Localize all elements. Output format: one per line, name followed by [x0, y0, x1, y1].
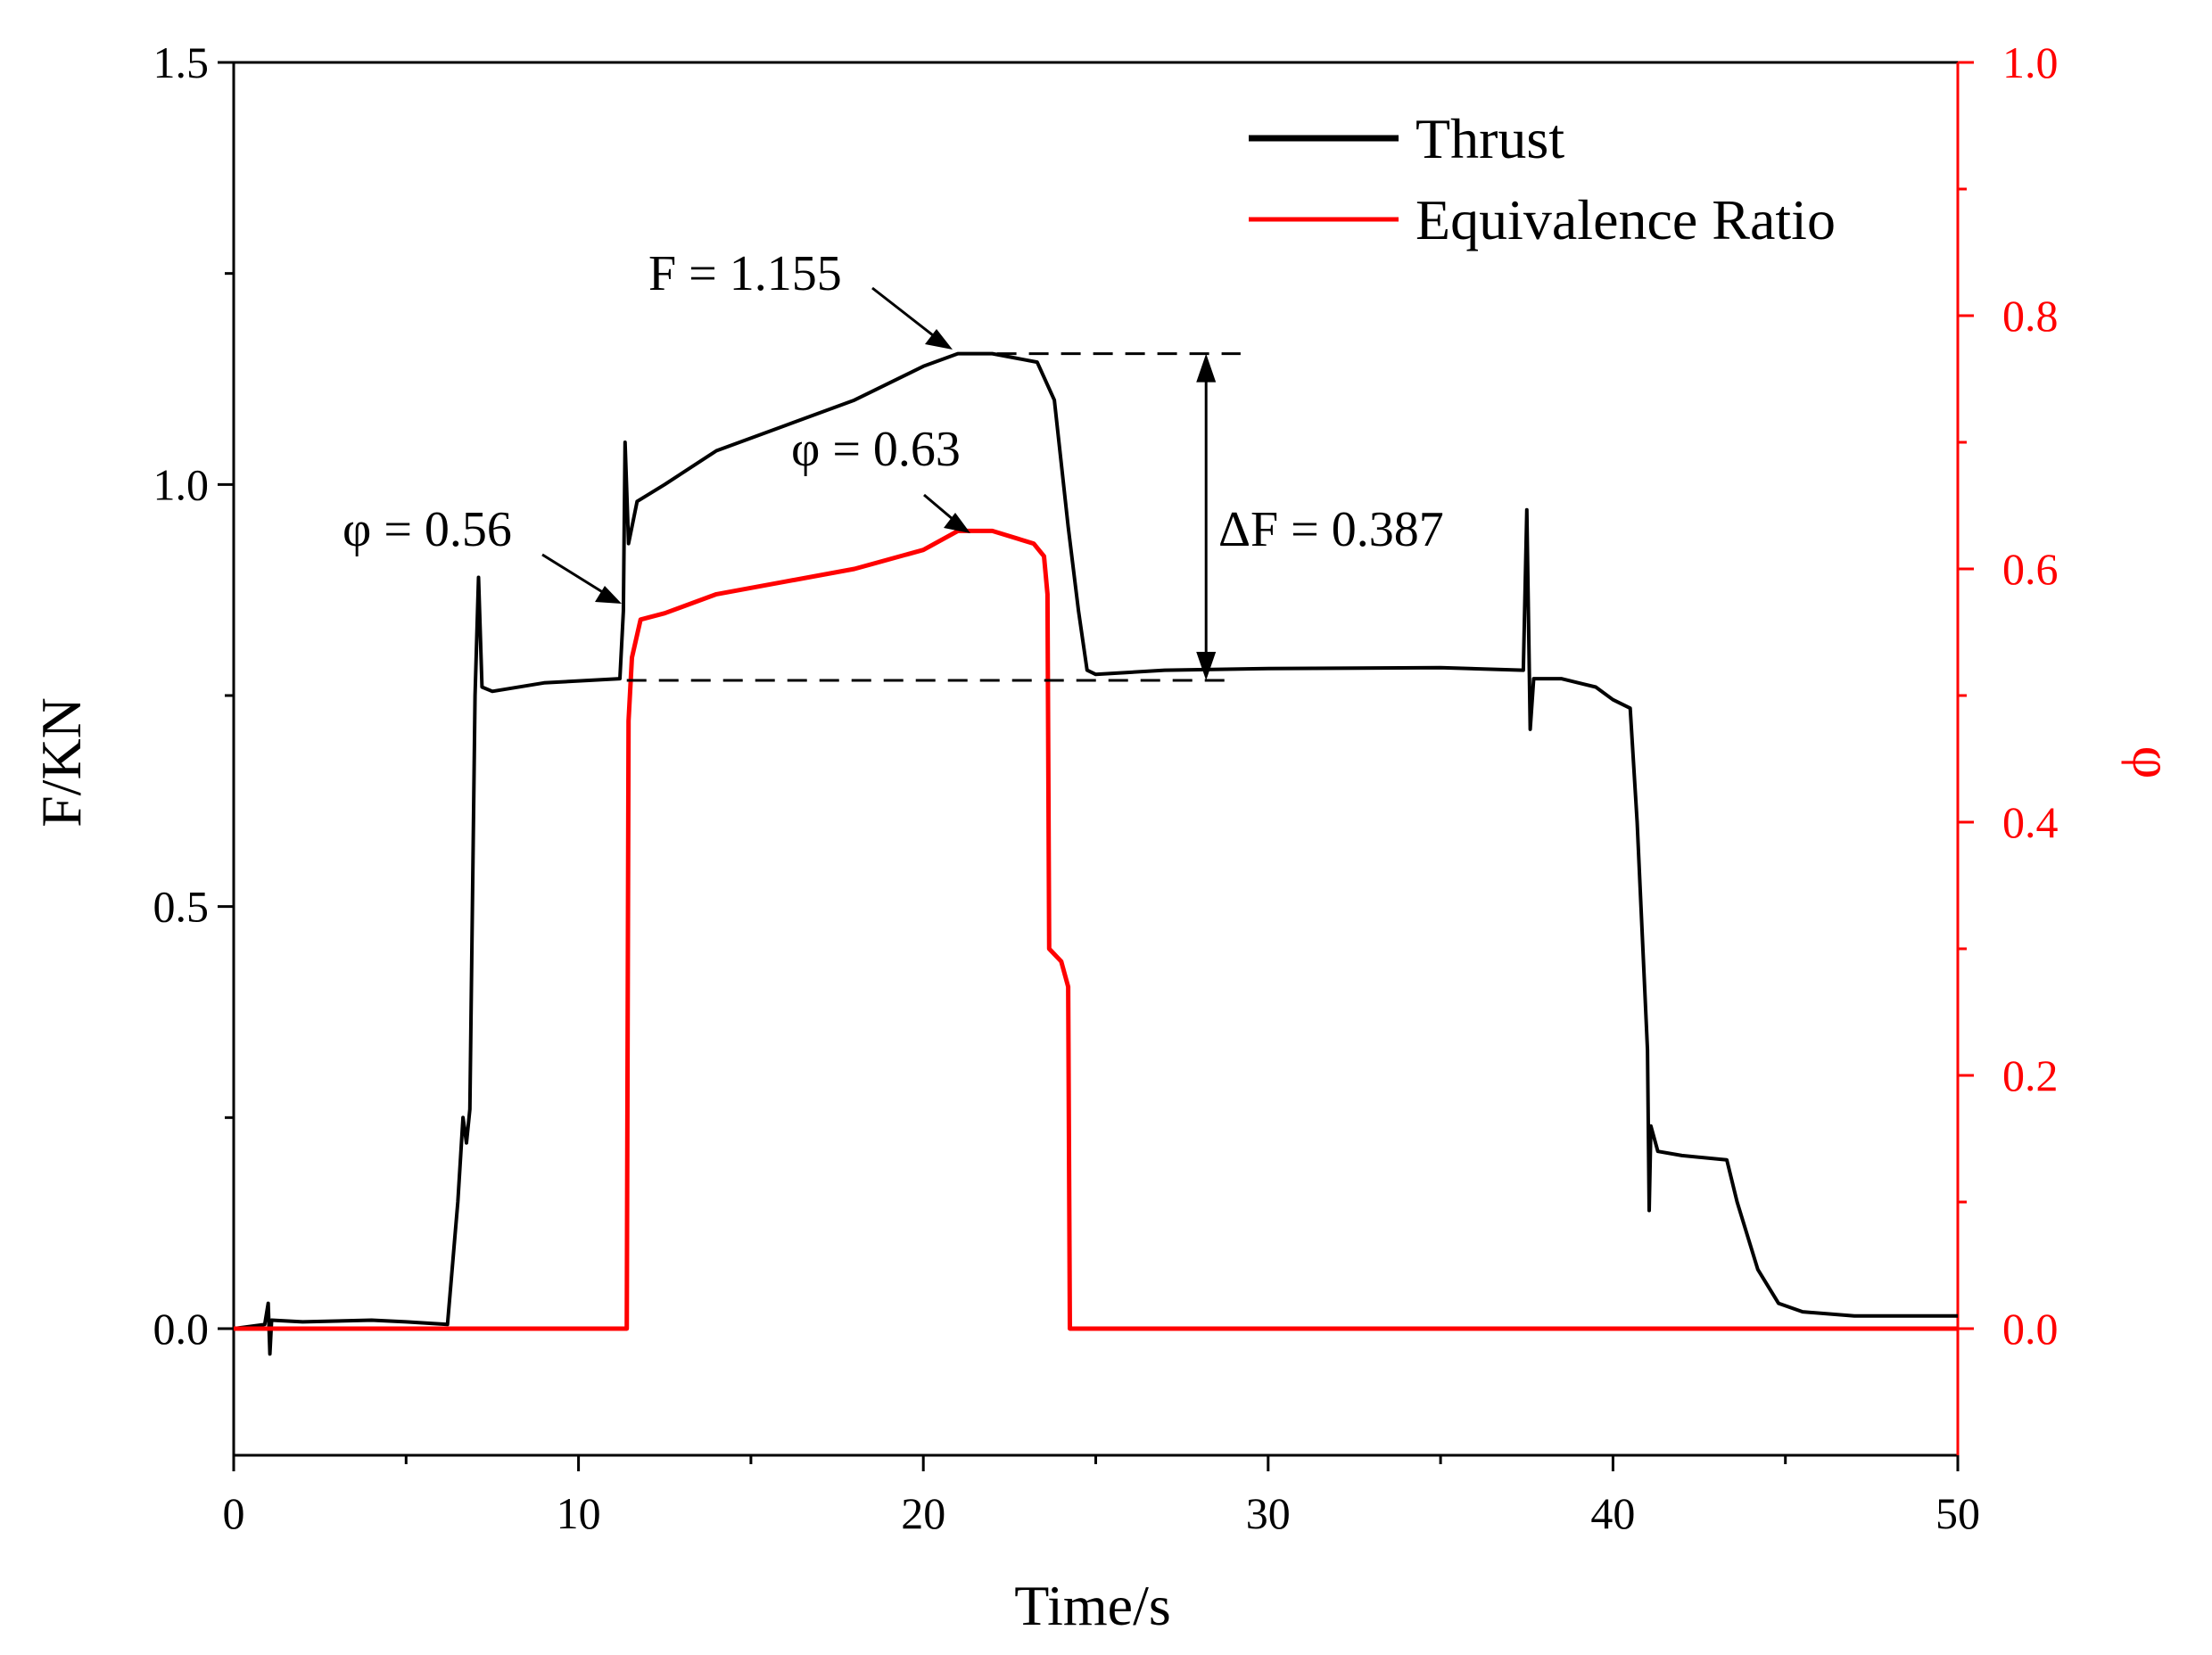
x-tick-label: 50	[1936, 1488, 1980, 1538]
series-layer	[233, 351, 1958, 1356]
y-left-tick-label: 0.0	[153, 1304, 210, 1354]
y-left-tick-label: 1.5	[153, 37, 210, 87]
annotation-initial-phi-arrow	[541, 553, 609, 597]
annotation-initial-phi: φ = 0.56	[343, 502, 512, 557]
x-tick-label: 40	[1590, 1488, 1635, 1538]
delta-thrust-arrowhead-up	[1196, 353, 1217, 383]
annotation-peak-phi-arrowhead	[944, 513, 970, 533]
plot-frame	[232, 61, 1960, 1457]
annotation-peak-thrust-arrow	[871, 286, 942, 343]
y-axis-left-title: F/KN	[29, 697, 93, 828]
annotation-peak-thrust-arrowhead	[925, 329, 953, 350]
y-right-tick-label: 0.6	[2002, 544, 2059, 594]
legend-label-thrust: Thrust	[1416, 107, 1564, 170]
y-right-tick-label: 0.4	[2002, 797, 2059, 847]
y-right-tick-label: 0.2	[2002, 1050, 2059, 1100]
delta-thrust-arrowhead-down	[1196, 651, 1217, 680]
right-axis-ticks: 0.0 0.2 0.4 0.6 0.8 1.0	[1958, 37, 2059, 1354]
annotation-delta-thrust: ΔF = 0.387	[1218, 502, 1444, 557]
y-left-tick-label: 1.0	[153, 459, 210, 509]
y-axis-right-title: φ	[2121, 746, 2184, 779]
y-left-tick-label: 0.5	[153, 882, 210, 932]
series-equivalence-ratio-line	[234, 528, 1958, 1331]
reference-lines	[626, 352, 1241, 682]
x-tick-label: 30	[1246, 1488, 1291, 1538]
annotation-initial-phi-arrowhead	[595, 586, 622, 604]
annotations: F = 1.155 φ = 0.63 φ = 0.56 ΔF = 0.387	[343, 246, 1444, 604]
annotation-peak-phi: φ = 0.63	[791, 422, 961, 477]
annotation-peak-thrust: F = 1.155	[648, 246, 842, 301]
bottom-axis-ticks: 0 10 20 30 40 50	[223, 1455, 1980, 1538]
left-axis-ticks: 0.0 0.5 1.0 1.5	[153, 37, 234, 1354]
legend: Thrust Equivalence Ratio	[1249, 107, 1836, 251]
legend-label-equivalence-ratio: Equivalence Ratio	[1416, 188, 1836, 251]
x-tick-label: 20	[901, 1488, 945, 1538]
x-tick-label: 0	[223, 1488, 245, 1538]
y-right-tick-label: 0.8	[2002, 291, 2059, 341]
x-axis-title: Time/s	[1014, 1574, 1171, 1637]
y-right-tick-label: 0.0	[2002, 1304, 2059, 1354]
y-right-tick-label: 1.0	[2002, 37, 2059, 87]
x-tick-label: 10	[557, 1488, 601, 1538]
series-thrust-line	[233, 351, 1958, 1356]
